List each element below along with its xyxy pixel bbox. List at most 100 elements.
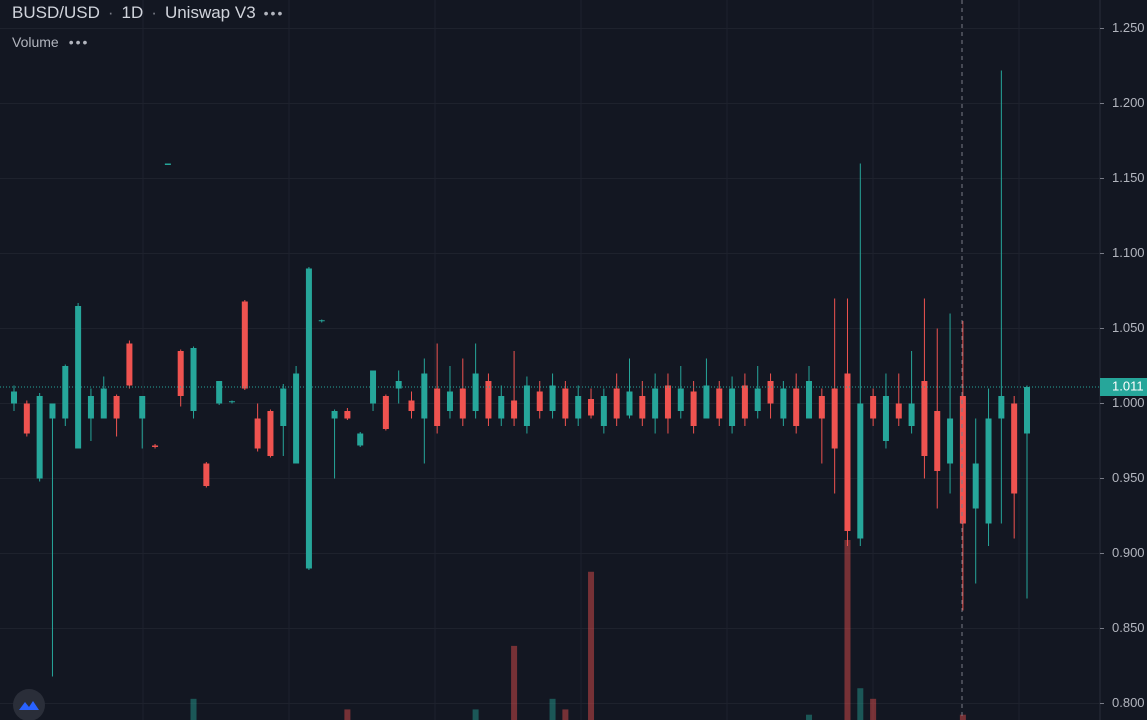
candle-body	[600, 396, 607, 426]
separator: ·	[107, 3, 114, 22]
candle-body	[344, 411, 351, 419]
candle-body	[254, 418, 261, 449]
candle-body	[934, 411, 941, 471]
candle-body	[293, 373, 300, 464]
more-button[interactable]: •••	[68, 34, 90, 50]
candle-body	[575, 396, 582, 419]
volume-bar	[562, 709, 569, 720]
candle-body	[459, 388, 466, 419]
candle-body	[408, 400, 415, 411]
candle-body	[305, 268, 312, 569]
volume-bar	[511, 645, 518, 720]
y-tick-label: 0.850	[1112, 620, 1145, 635]
symbol: BUSD/USD	[12, 3, 100, 22]
candle-body	[549, 385, 556, 411]
more-button[interactable]: •••	[263, 5, 285, 21]
candle-body	[767, 381, 774, 404]
y-tick-label: 1.000	[1112, 395, 1145, 410]
candle-body	[126, 343, 133, 386]
candle-body	[1011, 403, 1018, 494]
volume-bar	[806, 714, 813, 720]
candle-body	[793, 388, 800, 426]
candle-body	[998, 396, 1005, 419]
volume-bar	[857, 688, 864, 720]
candle-body	[703, 385, 710, 419]
y-tick-label: 1.250	[1112, 20, 1145, 35]
last-price-box	[1100, 378, 1147, 396]
volume-bar	[190, 698, 197, 720]
candle-body	[190, 348, 197, 411]
candle-body	[446, 391, 453, 411]
logo[interactable]	[12, 688, 46, 720]
y-tick-label: 0.900	[1112, 545, 1145, 560]
candle-body	[626, 391, 633, 416]
candle-body	[870, 396, 877, 419]
candle-body	[100, 388, 107, 419]
separator: ·	[151, 3, 157, 22]
volume-bar	[959, 714, 966, 720]
candle-body	[331, 411, 338, 419]
candle-body	[139, 396, 146, 419]
candle-body	[523, 385, 530, 426]
candle-body	[1024, 387, 1030, 434]
candle-body	[203, 463, 210, 486]
candle-body	[62, 366, 69, 419]
candle-body	[562, 388, 569, 419]
candle-body	[959, 396, 966, 524]
y-tick-label: 1.200	[1112, 95, 1145, 110]
candle-body	[908, 403, 915, 426]
volume-bar	[344, 709, 351, 720]
volume-legend: Volume •••	[12, 34, 89, 50]
candle-body	[844, 373, 851, 531]
candle-body	[434, 388, 441, 426]
candle-body	[652, 388, 659, 419]
candle-body	[11, 391, 17, 404]
candle-body	[241, 301, 248, 389]
candle-body	[831, 388, 838, 449]
candle-body	[318, 320, 325, 322]
interval: 1D	[121, 3, 144, 22]
candle-body	[677, 388, 684, 411]
candle-body	[716, 388, 723, 419]
exchange: Uniswap V3	[164, 3, 256, 22]
candle-body	[421, 373, 428, 419]
header: BUSD/USD · 1D · Uniswap V3 •••	[12, 3, 284, 23]
candle-body	[985, 418, 992, 524]
candle-body	[228, 401, 235, 403]
candle-body	[511, 400, 518, 419]
price-axis	[1100, 0, 1147, 720]
candle-body	[690, 391, 697, 426]
candle-body	[536, 391, 543, 411]
candle-body	[216, 381, 223, 404]
y-tick-label: 0.950	[1112, 470, 1145, 485]
candle-body	[382, 396, 389, 429]
candle-body	[754, 388, 761, 411]
candle-body	[75, 306, 82, 449]
candle-body	[639, 396, 646, 419]
y-tick-label: 1.050	[1112, 320, 1145, 335]
candle-body	[613, 388, 620, 419]
candle-body	[485, 381, 492, 419]
candle-body	[87, 396, 94, 419]
candle-body	[741, 385, 748, 419]
volume-bar	[472, 709, 479, 720]
candle-body	[472, 373, 479, 411]
y-tick-label: 0.800	[1112, 695, 1145, 710]
candle-body	[267, 411, 274, 456]
volume-bar	[588, 571, 595, 720]
candle-body	[113, 396, 120, 419]
candle-body	[895, 403, 902, 419]
candle-body	[36, 396, 43, 479]
y-tick-label: 1.100	[1112, 245, 1145, 260]
candle-body	[395, 381, 402, 389]
candle-body	[357, 433, 364, 446]
last-price-label: 1.011	[1112, 378, 1144, 393]
candle-body	[49, 403, 56, 419]
candle-body	[857, 403, 864, 539]
candle-body	[280, 388, 287, 426]
candle-body	[664, 385, 671, 419]
candle-body	[806, 381, 813, 419]
candle-body	[370, 370, 377, 404]
